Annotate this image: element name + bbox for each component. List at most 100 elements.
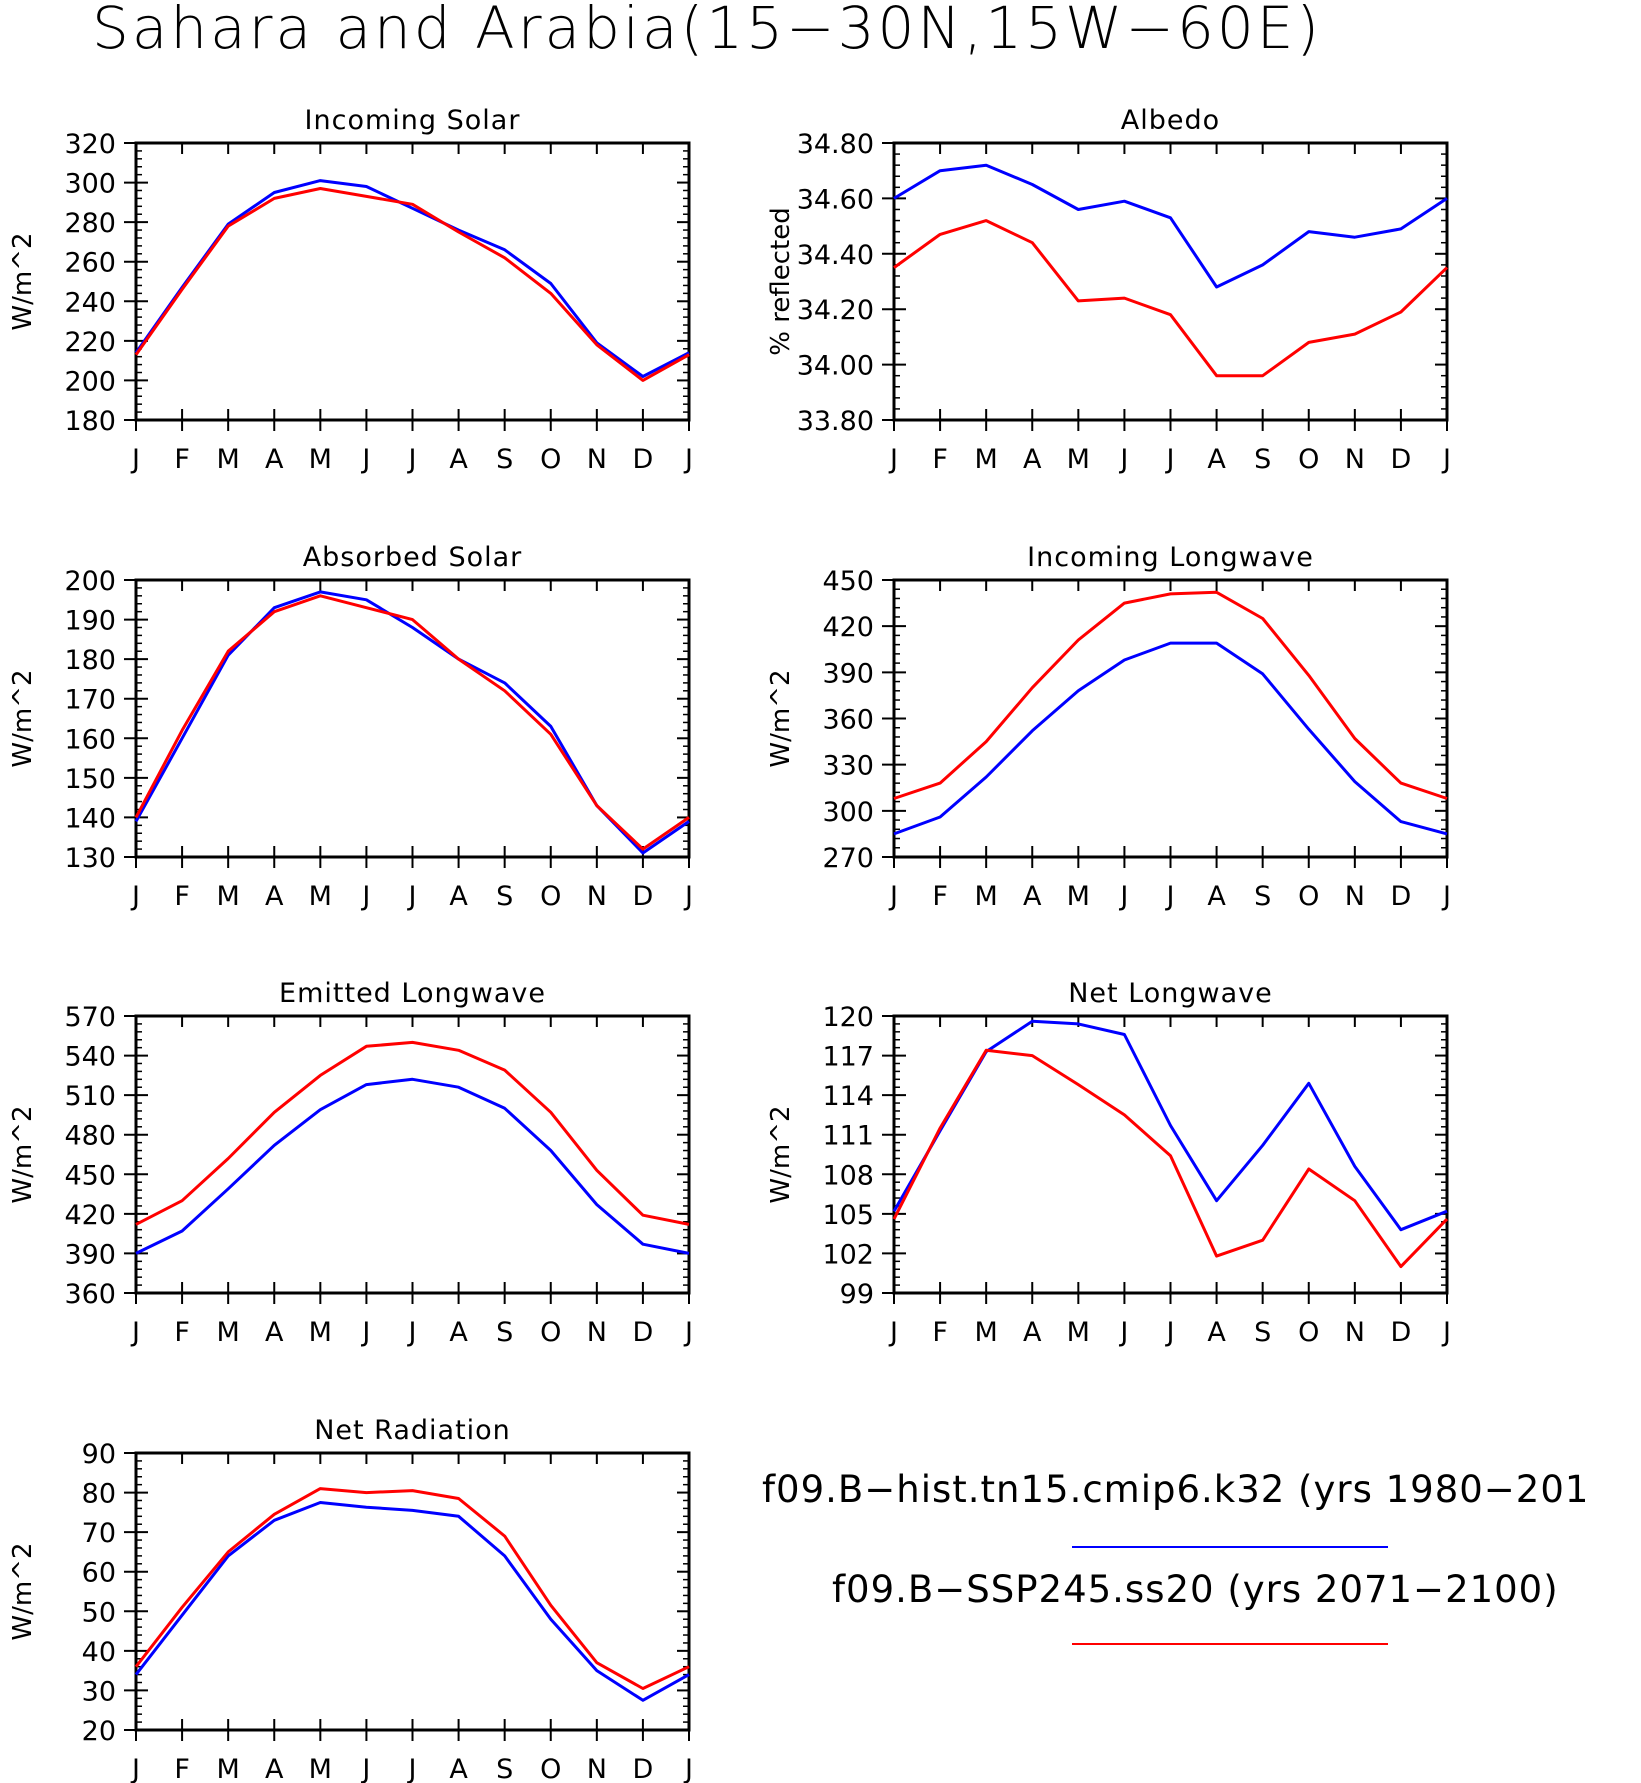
absorbed-solar-y-tick-label: 130 xyxy=(64,843,116,874)
emitted-longwave-y-tick-label: 450 xyxy=(64,1160,116,1191)
emitted-longwave-y-tick-label: 570 xyxy=(64,1002,116,1033)
albedo-plot-frame xyxy=(892,141,1449,422)
net-longwave-y-tick-label: 117 xyxy=(822,1042,874,1073)
albedo-x-tick-label: J xyxy=(1165,444,1175,475)
albedo-x-tick-label: D xyxy=(1391,444,1412,475)
albedo-x-tick-label: M xyxy=(1067,444,1090,475)
incoming-longwave-x-tick-label: N xyxy=(1345,881,1365,912)
incoming-solar-series-hist-line xyxy=(134,179,690,378)
emitted-longwave-panel-title: Emitted Longwave xyxy=(279,978,546,1009)
emitted-longwave-x-tick-label: J xyxy=(407,1317,417,1348)
incoming-solar-y-tick-label: 280 xyxy=(64,208,116,239)
net-radiation-x-tick-label: N xyxy=(587,1754,607,1783)
absorbed-solar-y-tick-label: 140 xyxy=(64,803,116,834)
net-radiation-series-hist-line xyxy=(134,1501,690,1702)
incoming-longwave-x-tick-label: A xyxy=(1207,881,1226,912)
net-radiation-y-tick-label: 70 xyxy=(82,1518,116,1549)
albedo-y-tick-label: 34.40 xyxy=(797,240,874,271)
net-longwave-x-tick-label: M xyxy=(1067,1317,1090,1348)
net-radiation-x-tick-label: J xyxy=(360,1754,370,1783)
incoming-longwave-x-tick-label: M xyxy=(975,881,998,912)
net-radiation-y-axis-label: W/m^2 xyxy=(8,1542,38,1640)
net-radiation-x-tick-label: J xyxy=(407,1754,417,1783)
emitted-longwave-plot-frame xyxy=(134,1014,691,1295)
net-longwave-x-tick-label: D xyxy=(1391,1317,1412,1348)
incoming-longwave-x-tick-label: A xyxy=(1023,881,1042,912)
incoming-solar-x-tick-label: M xyxy=(217,444,240,475)
incoming-longwave-plot-frame xyxy=(892,578,1449,859)
incoming-solar-plot-frame xyxy=(134,141,691,422)
net-radiation-y-tick-label: 60 xyxy=(82,1558,116,1589)
incoming-longwave-y-tick-label: 450 xyxy=(822,566,874,597)
albedo-y-tick-label: 34.60 xyxy=(797,184,874,215)
incoming-longwave-x-tick-label: J xyxy=(1118,881,1128,912)
incoming-longwave-x-tick-label: F xyxy=(932,881,948,912)
incoming-longwave-x-tick-label: J xyxy=(888,881,898,912)
emitted-longwave-y-tick-label: 420 xyxy=(64,1200,116,1231)
absorbed-solar-y-axis-label: W/m^2 xyxy=(8,669,38,767)
net-radiation-x-tick-label: M xyxy=(309,1754,332,1783)
incoming-longwave-x-tick-label: M xyxy=(1067,881,1090,912)
absorbed-solar-x-tick-label: J xyxy=(683,881,693,912)
incoming-longwave-series-hist-line xyxy=(893,641,1448,836)
net-longwave-y-tick-label: 102 xyxy=(822,1239,874,1270)
emitted-longwave-x-tick-label: F xyxy=(174,1317,190,1348)
incoming-solar-x-tick-label: J xyxy=(360,444,370,475)
net-radiation-x-tick-label: J xyxy=(130,1754,140,1783)
net-longwave-x-tick-label: A xyxy=(1207,1317,1226,1348)
incoming-solar-x-tick-label: A xyxy=(265,444,284,475)
albedo-x-tick-label: F xyxy=(932,444,948,475)
net-longwave-x-tick-label: N xyxy=(1345,1317,1365,1348)
page-title: Sahara and Arabia(15−30N,15W−60E) xyxy=(92,0,1323,62)
incoming-longwave-y-tick-label: 300 xyxy=(822,797,874,828)
absorbed-solar-x-tick-label: A xyxy=(265,881,284,912)
emitted-longwave-x-tick-label: J xyxy=(683,1317,693,1348)
emitted-longwave-x-tick-label: A xyxy=(449,1317,468,1348)
incoming-solar-x-tick-label: A xyxy=(449,444,468,475)
net-longwave-y-tick-label: 114 xyxy=(822,1081,874,1112)
incoming-solar-series-ssp-line xyxy=(134,187,690,382)
net-radiation-panel-title: Net Radiation xyxy=(314,1415,511,1446)
albedo-series-ssp-line xyxy=(893,219,1449,378)
albedo-series-hist-line xyxy=(893,163,1448,289)
incoming-solar-y-tick-label: 180 xyxy=(64,406,116,437)
incoming-solar-y-axis-label: W/m^2 xyxy=(8,232,38,330)
albedo-x-tick-label: J xyxy=(1441,444,1451,475)
net-radiation-y-tick-label: 40 xyxy=(82,1637,116,1668)
net-longwave-y-tick-label: 105 xyxy=(822,1200,874,1231)
incoming-solar-y-tick-label: 260 xyxy=(64,248,116,279)
absorbed-solar-x-tick-label: A xyxy=(449,881,468,912)
absorbed-solar-y-tick-label: 190 xyxy=(64,606,116,637)
absorbed-solar-x-tick-label: F xyxy=(174,881,190,912)
net-longwave-x-tick-label: J xyxy=(1118,1317,1128,1348)
net-longwave-x-tick-label: A xyxy=(1023,1317,1042,1348)
albedo-x-tick-label: A xyxy=(1207,444,1226,475)
incoming-solar-x-tick-label: F xyxy=(174,444,190,475)
emitted-longwave-x-tick-label: S xyxy=(496,1317,513,1348)
emitted-longwave-y-tick-label: 480 xyxy=(64,1121,116,1152)
absorbed-solar-x-tick-label: D xyxy=(633,881,654,912)
albedo-x-tick-label: O xyxy=(1298,444,1319,475)
net-radiation-x-tick-label: D xyxy=(633,1754,654,1783)
emitted-longwave-y-tick-label: 390 xyxy=(64,1239,116,1270)
incoming-solar-x-tick-label: O xyxy=(540,444,561,475)
incoming-solar-y-tick-label: 240 xyxy=(64,287,116,318)
emitted-longwave-y-tick-label: 540 xyxy=(64,1042,116,1073)
net-radiation-x-tick-label: O xyxy=(540,1754,561,1783)
emitted-longwave-x-tick-label: J xyxy=(130,1317,140,1348)
emitted-longwave-series-ssp-line xyxy=(135,1040,690,1226)
incoming-longwave-y-tick-label: 420 xyxy=(822,612,874,643)
net-longwave-series-hist-line xyxy=(892,1019,1448,1232)
incoming-longwave-y-tick-label: 270 xyxy=(822,843,874,874)
incoming-solar-x-tick-label: J xyxy=(407,444,417,475)
net-radiation-series-ssp-line xyxy=(134,1487,690,1690)
albedo-panel-title: Albedo xyxy=(1121,105,1220,136)
absorbed-solar-panel-title: Absorbed Solar xyxy=(303,542,523,573)
absorbed-solar-y-tick-label: 160 xyxy=(64,724,116,755)
absorbed-solar-x-tick-label: S xyxy=(496,881,513,912)
emitted-longwave-y-axis-label: W/m^2 xyxy=(8,1105,38,1203)
net-longwave-y-axis-label: W/m^2 xyxy=(766,1105,796,1203)
emitted-longwave-x-tick-label: O xyxy=(540,1317,561,1348)
net-longwave-x-tick-label: M xyxy=(975,1317,998,1348)
incoming-solar-panel-title: Incoming Solar xyxy=(305,105,521,136)
